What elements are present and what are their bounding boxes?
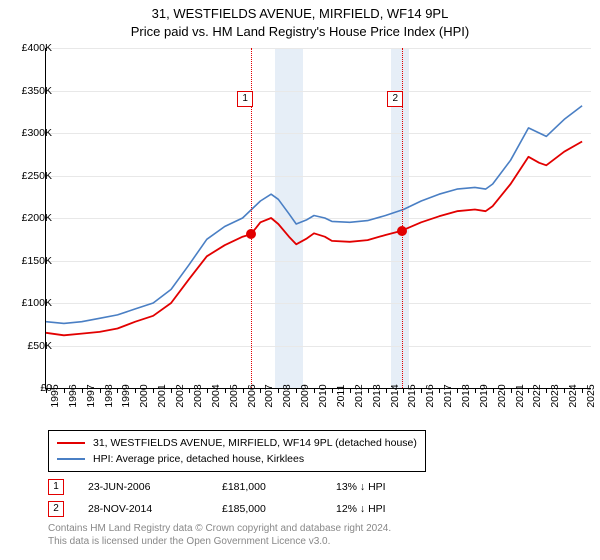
- y-axis-label: £400K: [22, 42, 52, 54]
- legend-swatch: [57, 442, 85, 444]
- x-axis-label: 2016: [424, 384, 436, 407]
- data-table: 1 23-JUN-2006 £181,000 13% ↓ HPI 2 28-NO…: [48, 476, 426, 520]
- x-axis-label: 1995: [49, 384, 61, 407]
- x-axis-label: 2020: [496, 384, 508, 407]
- x-axis-label: 2007: [263, 384, 275, 407]
- x-axis-label: 2014: [389, 384, 401, 407]
- attribution-line: This data is licensed under the Open Gov…: [48, 535, 391, 548]
- table-row: 2 28-NOV-2014 £185,000 12% ↓ HPI: [48, 498, 426, 520]
- x-axis-label: 2003: [192, 384, 204, 407]
- legend: 31, WESTFIELDS AVENUE, MIRFIELD, WF14 9P…: [48, 430, 426, 472]
- chart-title: 31, WESTFIELDS AVENUE, MIRFIELD, WF14 9P…: [0, 6, 600, 21]
- x-axis-label: 2015: [406, 384, 418, 407]
- x-axis-label: 2006: [246, 384, 258, 407]
- x-axis-label: 2025: [585, 384, 597, 407]
- legend-item: 31, WESTFIELDS AVENUE, MIRFIELD, WF14 9P…: [57, 435, 417, 451]
- x-axis-label: 2018: [460, 384, 472, 407]
- x-axis-label: 2008: [281, 384, 293, 407]
- cell-price: £181,000: [222, 481, 312, 493]
- cell-date: 28-NOV-2014: [88, 503, 198, 515]
- legend-label: HPI: Average price, detached house, Kirk…: [93, 453, 304, 465]
- legend-item: HPI: Average price, detached house, Kirk…: [57, 451, 417, 467]
- x-axis-label: 2012: [353, 384, 365, 407]
- x-axis-label: 2009: [299, 384, 311, 407]
- x-axis-label: 1998: [103, 384, 115, 407]
- chart-subtitle: Price paid vs. HM Land Registry's House …: [0, 24, 600, 39]
- y-axis-label: £100K: [22, 297, 52, 309]
- price-point-dot: [246, 229, 256, 239]
- price-point-dot: [397, 226, 407, 236]
- x-axis-label: 1996: [67, 384, 79, 407]
- cell-pct: 12% ↓ HPI: [336, 503, 426, 515]
- x-axis-label: 1999: [120, 384, 132, 407]
- legend-label: 31, WESTFIELDS AVENUE, MIRFIELD, WF14 9P…: [93, 437, 417, 449]
- x-axis-label: 2017: [442, 384, 454, 407]
- x-axis-label: 2019: [478, 384, 490, 407]
- chart-marker-square: 2: [387, 91, 403, 107]
- x-axis-label: 1997: [85, 384, 97, 407]
- x-axis-label: 2023: [549, 384, 561, 407]
- cell-pct: 13% ↓ HPI: [336, 481, 426, 493]
- x-axis-label: 2024: [567, 384, 579, 407]
- marker-square: 2: [48, 501, 64, 517]
- y-axis-label: £50K: [27, 340, 52, 352]
- x-axis-label: 2002: [174, 384, 186, 407]
- plot-area: 12: [45, 48, 591, 389]
- x-axis-label: 2004: [210, 384, 222, 407]
- x-axis-label: 2005: [228, 384, 240, 407]
- x-axis-label: 2000: [138, 384, 150, 407]
- x-axis-label: 2010: [317, 384, 329, 407]
- y-axis-label: £350K: [22, 85, 52, 97]
- y-axis-label: £300K: [22, 127, 52, 139]
- y-axis-label: £200K: [22, 212, 52, 224]
- x-axis-label: 2022: [531, 384, 543, 407]
- attribution-line: Contains HM Land Registry data © Crown c…: [48, 522, 391, 535]
- cell-price: £185,000: [222, 503, 312, 515]
- chart-lines: [46, 48, 591, 388]
- chart-marker-square: 1: [237, 91, 253, 107]
- x-axis-label: 2021: [514, 384, 526, 407]
- y-axis-label: £250K: [22, 170, 52, 182]
- x-axis-label: 2011: [335, 385, 347, 408]
- table-row: 1 23-JUN-2006 £181,000 13% ↓ HPI: [48, 476, 426, 498]
- cell-date: 23-JUN-2006: [88, 481, 198, 493]
- attribution: Contains HM Land Registry data © Crown c…: [48, 522, 391, 548]
- marker-square: 1: [48, 479, 64, 495]
- chart-container: 31, WESTFIELDS AVENUE, MIRFIELD, WF14 9P…: [0, 0, 600, 560]
- x-axis-label: 2001: [156, 384, 168, 407]
- y-axis-label: £150K: [22, 255, 52, 267]
- x-axis-label: 2013: [371, 384, 383, 407]
- legend-swatch: [57, 458, 85, 460]
